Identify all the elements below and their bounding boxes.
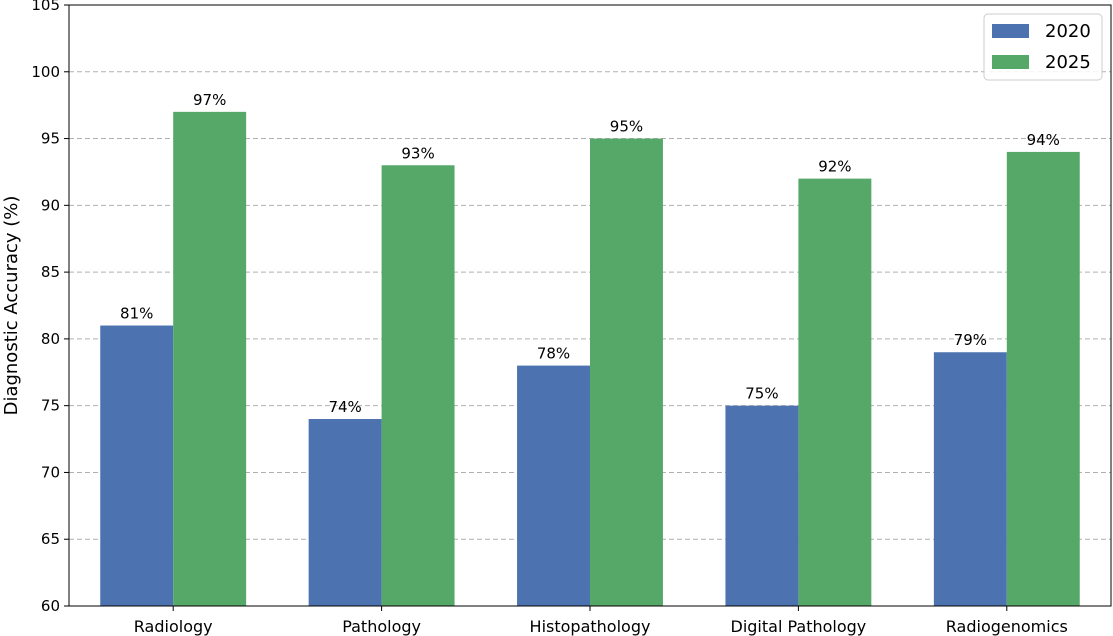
bar-2020-1: [308, 419, 382, 606]
y-tick-label: 60: [41, 597, 60, 615]
data-label: 93%: [401, 144, 434, 162]
legend: 2020 2025: [983, 13, 1103, 81]
y-axis-ticks: 60 65 70 75 80 85 90 95 100 105: [31, 0, 69, 615]
bar-2025-3: [798, 178, 872, 606]
y-tick-label: 100: [31, 63, 60, 81]
bars-layer: [100, 111, 1080, 607]
legend-swatch: [992, 55, 1029, 69]
x-tick-label: Pathology: [342, 617, 421, 636]
bar-2020-3: [725, 405, 799, 606]
y-tick-label: 85: [41, 263, 60, 281]
bar-2025-0: [173, 111, 247, 606]
x-tick-label: Radiology: [134, 617, 213, 636]
y-tick-label: 70: [41, 463, 60, 481]
bar-2025-1: [381, 165, 455, 606]
data-labels: 81% 97% 74% 93% 78% 95% 75% 92% 79% 94%: [120, 91, 1060, 416]
x-axis-ticks: Radiology Pathology Histopathology Digital …: [134, 606, 1068, 636]
data-label: 74%: [328, 398, 361, 416]
data-label: 78%: [537, 345, 570, 363]
bar-2020-0: [100, 325, 174, 606]
x-tick-label: Radiogenomics: [946, 617, 1068, 636]
bar-2020-2: [517, 365, 590, 606]
bar-2025-2: [590, 138, 663, 607]
x-tick-label: Histopathology: [530, 617, 651, 636]
bar-2020-4: [933, 352, 1007, 606]
y-tick-label: 90: [41, 196, 60, 214]
data-label: 92%: [818, 158, 851, 176]
data-label: 97%: [193, 91, 226, 109]
x-tick-label: Digital Pathology: [731, 617, 867, 636]
data-label: 81%: [120, 305, 153, 323]
data-label: 75%: [745, 385, 778, 403]
y-tick-label: 80: [41, 330, 60, 348]
data-label: 94%: [1027, 131, 1060, 149]
legend-label: 2025: [1045, 52, 1091, 73]
y-axis-title: Diagnostic Accuracy (%): [1, 196, 22, 416]
y-tick-label: 95: [41, 130, 60, 148]
bar-2025-4: [1006, 151, 1080, 606]
data-label: 95%: [610, 118, 643, 136]
y-tick-label: 65: [41, 530, 60, 548]
y-tick-label: 75: [41, 397, 60, 415]
legend-swatch: [992, 24, 1029, 38]
y-tick-label: 105: [31, 0, 60, 14]
legend-label: 2020: [1045, 21, 1091, 42]
data-label: 79%: [954, 331, 987, 349]
